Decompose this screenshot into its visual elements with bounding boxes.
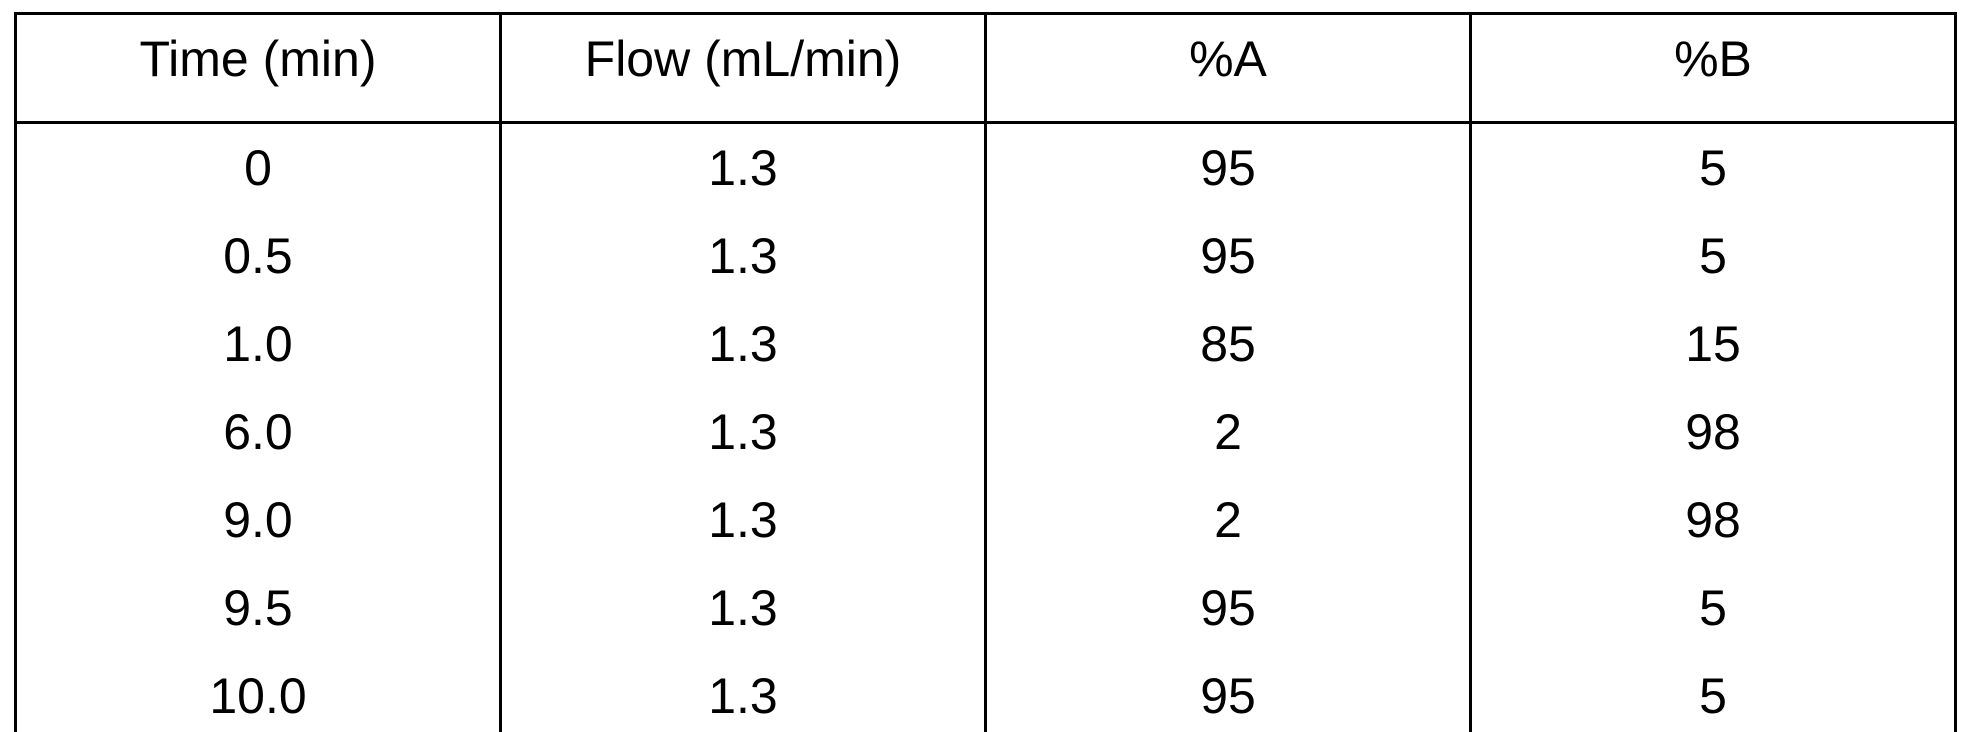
cell-flow: 1.3 — [499, 652, 987, 732]
table-row: 1.0 1.3 85 15 — [14, 300, 1957, 388]
cell-flow: 1.3 — [499, 388, 987, 476]
cell-percent-a: 95 — [984, 122, 1472, 212]
cell-time: 9.5 — [14, 564, 502, 652]
table-header-row: Time (min) Flow (mL/min) %A %B — [14, 13, 1957, 124]
cell-percent-a: 2 — [984, 388, 1472, 476]
cell-flow: 1.3 — [499, 300, 987, 388]
table-row: 10.0 1.3 95 5 — [14, 652, 1957, 732]
table-row: 0.5 1.3 95 5 — [14, 212, 1957, 300]
cell-percent-b: 5 — [1469, 212, 1957, 300]
cell-percent-a: 2 — [984, 476, 1472, 564]
cell-percent-a: 95 — [984, 564, 1472, 652]
table-row: 6.0 1.3 2 98 — [14, 388, 1957, 476]
gradient-table: Time (min) Flow (mL/min) %A %B 0 1.3 95 … — [14, 12, 1957, 732]
cell-flow: 1.3 — [499, 122, 987, 212]
cell-percent-b: 5 — [1469, 122, 1957, 212]
column-header-time: Time (min) — [14, 13, 502, 124]
cell-time: 10.0 — [14, 652, 502, 732]
cell-flow: 1.3 — [499, 212, 987, 300]
cell-percent-b: 15 — [1469, 300, 1957, 388]
cell-time: 0.5 — [14, 212, 502, 300]
cell-flow: 1.3 — [499, 476, 987, 564]
cell-percent-b: 5 — [1469, 564, 1957, 652]
cell-time: 0 — [14, 122, 502, 212]
table-row: 0 1.3 95 5 — [14, 122, 1957, 212]
cell-flow: 1.3 — [499, 564, 987, 652]
column-header-flow: Flow (mL/min) — [499, 13, 987, 124]
cell-percent-a: 85 — [984, 300, 1472, 388]
cell-percent-b: 98 — [1469, 388, 1957, 476]
table-row: 9.5 1.3 95 5 — [14, 564, 1957, 652]
cell-time: 1.0 — [14, 300, 502, 388]
cell-time: 9.0 — [14, 476, 502, 564]
cell-percent-b: 98 — [1469, 476, 1957, 564]
cell-time: 6.0 — [14, 388, 502, 476]
cell-percent-a: 95 — [984, 212, 1472, 300]
cell-percent-b: 5 — [1469, 652, 1957, 732]
column-header-percent-b: %B — [1469, 13, 1957, 124]
cell-percent-a: 95 — [984, 652, 1472, 732]
column-header-percent-a: %A — [984, 13, 1472, 124]
table-row: 9.0 1.3 2 98 — [14, 476, 1957, 564]
